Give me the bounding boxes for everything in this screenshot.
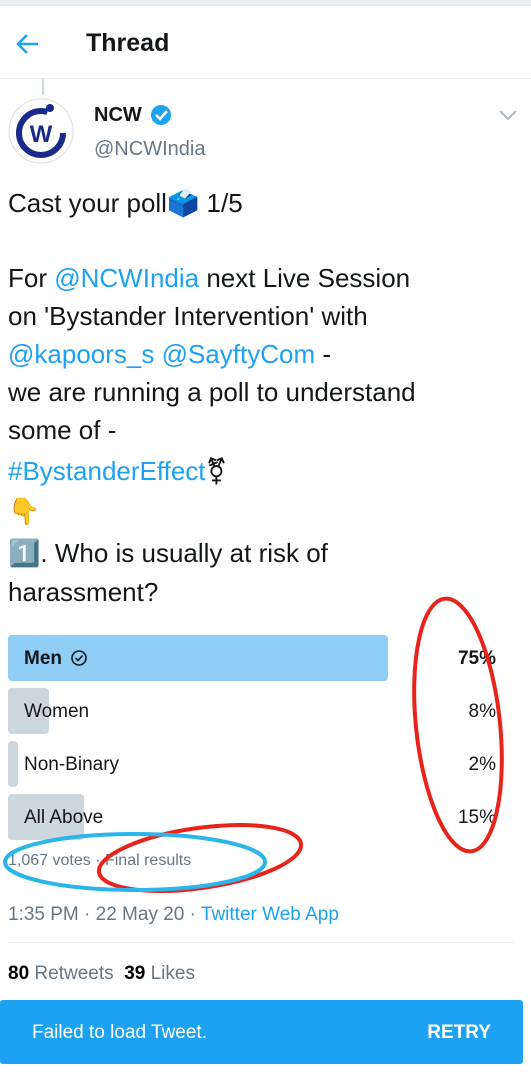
text: we are running a poll to understand [8,377,416,407]
timestamp: 1:35 PM · 22 May 20 · [8,904,201,925]
text: For [8,263,55,293]
verified-badge [151,105,171,125]
poll-option: Non-Binary [24,754,120,775]
vote-count: 1,067 votes [8,852,91,869]
tweet-line: on 'Bystander Intervention' with [8,301,368,332]
text: 1️⃣. Who is usually at risk of [8,538,328,568]
poll-bar [8,635,389,681]
tweet-meta: 1:35 PM · 22 May 20 · Twitter Web App [8,904,339,926]
poll-percent: 15% [457,807,496,828]
text: - [315,339,332,369]
poll-option: Men [24,648,62,669]
hashtag[interactable]: #BystanderEffect [8,456,206,486]
retweet-count: 80 [8,963,30,984]
tweet-line: 👇 [8,496,40,527]
tweet-line: Cast your poll🗳️ 1/5 [8,188,243,219]
text: some of - [8,415,117,445]
like-label[interactable]: Likes [150,963,195,984]
poll-bar [8,688,49,734]
text: on 'Bystander Intervention' with [8,301,368,331]
tweet-line: some of - [8,415,116,446]
text: harassment? [8,577,159,607]
banner-message: Failed to load Tweet. [32,1022,207,1043]
caret[interactable] [498,108,518,122]
mention[interactable]: @kapoors_s @SayftyCom [8,339,316,369]
svg-text:W: W [30,121,53,148]
divider [8,942,514,943]
text: Cast your poll🗳️ 1/5 [8,188,243,218]
back-button[interactable] [14,30,42,58]
tweet-line: 1️⃣. Who is usually at risk of [8,538,328,569]
source[interactable]: Twitter Web App [200,904,339,925]
thread-line [42,79,44,95]
poll-percent: 8% [468,701,496,722]
author-handle[interactable]: @NCWIndia [94,138,206,160]
tweet-line: #BystanderEffect⚧ [8,456,227,487]
poll-percent: 2% [468,754,496,775]
poll-footer: 1,067 votes · Final results [8,852,191,870]
poll-option: Women [24,701,90,722]
tweet-line: harassment? [8,577,158,608]
mention[interactable]: @NCWIndia [54,263,200,293]
poll-option: All Above [24,807,104,828]
tweet-stats: 80 Retweets 39 Likes [8,963,195,985]
avatar[interactable]: W [8,98,74,164]
like-count: 39 [124,963,146,984]
tweet-line: @kapoors_s @SayftyCom - [8,339,331,370]
retry-button[interactable]: RETRY [427,1022,491,1043]
poll-bar [8,741,19,787]
author-name[interactable]: NCW [94,104,142,126]
chosen-icon [71,650,87,666]
status-strip [0,0,531,6]
tweet-line: we are running a poll to understand [8,377,416,408]
error-banner: Failed to load Tweet. RETRY [0,1000,523,1064]
retweet-label[interactable]: Retweets [34,963,114,984]
tweet-line: For @NCWIndia next Live Session [8,263,410,294]
text: next Live Session [199,263,411,293]
poll-status: · Final results [95,852,192,869]
header-title: Thread [86,29,170,57]
divider [0,78,531,79]
text: 👇 [8,496,41,526]
text: ⚧ [205,456,228,486]
poll-percent: 75% [457,648,496,669]
